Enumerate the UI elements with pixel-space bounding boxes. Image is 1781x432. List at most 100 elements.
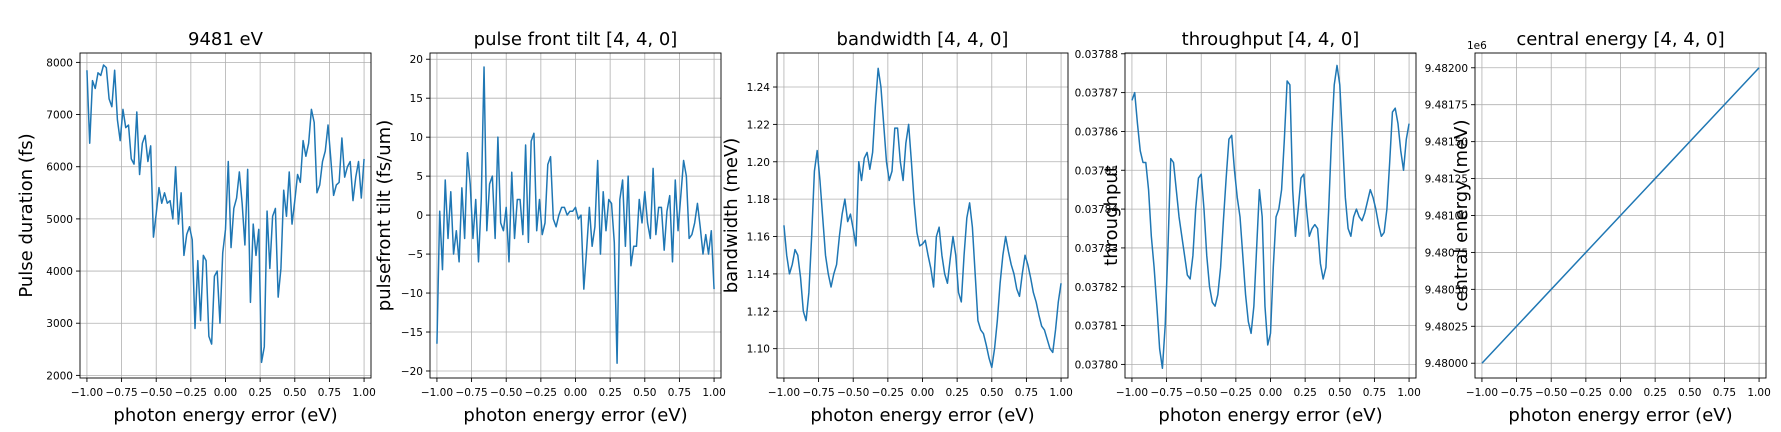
chart-3-series-line bbox=[783, 67, 1062, 369]
chart-3-y-tick-label: 1.22 bbox=[747, 119, 770, 131]
chart-2-x-tick-label: −0.75 bbox=[455, 387, 487, 399]
chart-5-x-tick-label: 0.75 bbox=[1713, 387, 1736, 399]
chart-2-x-tick-label: 1.00 bbox=[702, 387, 725, 399]
chart-5-x-tick-label: −0.50 bbox=[1535, 387, 1567, 399]
chart-5-x-tick-label: −0.25 bbox=[1570, 387, 1602, 399]
chart-4-series-line bbox=[1131, 64, 1410, 370]
chart-5-title: central energy [4, 4, 0] bbox=[1516, 29, 1724, 50]
chart-5-x-tick-label: 0.50 bbox=[1678, 387, 1701, 399]
chart-5-x-tick-label: −1.00 bbox=[1466, 387, 1498, 399]
chart-4-title: throughput [4, 4, 0] bbox=[1182, 29, 1360, 50]
chart-3-x-tick-label: −0.75 bbox=[802, 387, 834, 399]
chart-5-y-tick-label: 9.48175 bbox=[1425, 100, 1468, 112]
chart-2-x-tick-label: 0.25 bbox=[598, 387, 621, 399]
chart-4-y-tick-label: 0.03787 bbox=[1075, 88, 1118, 100]
chart-5-y-axis-label: central energy (meV) bbox=[1451, 120, 1472, 312]
chart-5-y-tick-label: 9.48025 bbox=[1425, 321, 1468, 333]
chart-4-x-tick-label: −0.25 bbox=[1220, 387, 1252, 399]
chart-5-y-tick-label: 9.48100 bbox=[1425, 211, 1468, 223]
chart-1-x-tick-label: −1.00 bbox=[71, 387, 103, 399]
chart-4-y-tick-label: 0.03785 bbox=[1075, 165, 1118, 177]
chart-3-title: bandwidth [4, 4, 0] bbox=[837, 29, 1009, 50]
chart-1-series-line bbox=[86, 64, 365, 364]
chart-1-y-tick-label: 2000 bbox=[46, 370, 73, 382]
chart-4-x-axis-label: photon energy error (eV) bbox=[1158, 405, 1382, 426]
chart-3-x-axis-label: photon energy error (eV) bbox=[810, 405, 1034, 426]
chart-3-x-tick-label: 0.00 bbox=[911, 387, 934, 399]
chart-4-y-tick-label: 0.03788 bbox=[1075, 49, 1118, 61]
chart-2-x-tick-label: 0.00 bbox=[564, 387, 587, 399]
chart-4-y-tick-label: 0.03786 bbox=[1075, 126, 1119, 138]
chart-4-x-tick-label: 0.00 bbox=[1259, 387, 1282, 399]
chart-4-y-tick-label: 0.03781 bbox=[1075, 321, 1118, 333]
chart-2-y-tick-label: −10 bbox=[401, 288, 423, 300]
chart-5-y-tick-label: 9.48200 bbox=[1425, 63, 1468, 75]
chart-3-x-tick-label: 0.50 bbox=[980, 387, 1003, 399]
chart-2-x-tick-label: 0.75 bbox=[668, 387, 691, 399]
chart-5-x-axis-label: photon energy error (eV) bbox=[1508, 405, 1732, 426]
chart-4-x-tick-label: 0.25 bbox=[1293, 387, 1316, 399]
chart-3-y-tick-label: 1.14 bbox=[747, 269, 771, 281]
chart-3-y-tick-label: 1.12 bbox=[747, 306, 770, 318]
chart-4-x-tick-label: 0.75 bbox=[1363, 387, 1386, 399]
chart-2-title: pulse front tilt [4, 4, 0] bbox=[474, 29, 678, 50]
chart-2-y-tick-label: 20 bbox=[410, 54, 423, 66]
chart-2-y-tick-label: −5 bbox=[408, 249, 423, 261]
chart-4-y-tick-label: 0.03782 bbox=[1075, 282, 1118, 294]
chart-5-y-tick-label: 9.48125 bbox=[1425, 174, 1468, 186]
chart-1-x-tick-label: 1.00 bbox=[352, 387, 375, 399]
chart-4-y-axis-label: throughput bbox=[1101, 165, 1122, 266]
chart-5-x-tick-label: 0.25 bbox=[1643, 387, 1666, 399]
chart-3-y-tick-label: 1.10 bbox=[747, 344, 770, 356]
chart-5-x-tick-label: 0.00 bbox=[1609, 387, 1632, 399]
chart-1-y-tick-label: 7000 bbox=[46, 110, 73, 122]
chart-3-x-tick-label: −0.50 bbox=[837, 387, 869, 399]
chart-3-y-tick-label: 1.18 bbox=[747, 194, 770, 206]
chart-5-y-tick-label: 9.48000 bbox=[1425, 358, 1468, 370]
chart-5-y-tick-label: 9.48150 bbox=[1425, 137, 1468, 149]
chart-5-series-line bbox=[1481, 67, 1760, 364]
chart-2-x-tick-label: −1.00 bbox=[421, 387, 453, 399]
chart-5-y-offset-label: 1e6 bbox=[1467, 40, 1487, 52]
chart-2-x-tick-label: −0.50 bbox=[490, 387, 522, 399]
chart-2-x-tick-label: 0.50 bbox=[633, 387, 656, 399]
chart-3-y-axis-label: bandwidth (meV) bbox=[721, 138, 742, 294]
chart-2-y-axis-label: pulsefront tilt (fs/um) bbox=[374, 120, 395, 311]
chart-2-y-tick-label: 0 bbox=[416, 210, 423, 222]
chart-2-y-tick-label: 15 bbox=[410, 93, 423, 105]
chart-1-x-tick-label: 0.75 bbox=[318, 387, 341, 399]
chart-2-x-axis-label: photon energy error (eV) bbox=[463, 405, 687, 426]
chart-5-y-tick-label: 9.48075 bbox=[1425, 247, 1468, 259]
chart-1-y-tick-label: 3000 bbox=[46, 318, 73, 330]
chart-3-y-tick-label: 1.16 bbox=[747, 232, 771, 244]
chart-4-x-tick-label: 1.00 bbox=[1397, 387, 1420, 399]
chart-3-x-tick-label: 1.00 bbox=[1049, 387, 1072, 399]
chart-5-x-tick-label: 1.00 bbox=[1747, 387, 1770, 399]
chart-4-x-tick-label: 0.50 bbox=[1328, 387, 1351, 399]
chart-4-x-tick-label: −1.00 bbox=[1116, 387, 1148, 399]
chart-2-y-tick-label: 10 bbox=[410, 132, 423, 144]
chart-2-y-tick-label: −20 bbox=[401, 366, 423, 378]
chart-4-x-tick-label: −0.75 bbox=[1150, 387, 1182, 399]
chart-4-y-tick-label: 0.03783 bbox=[1075, 243, 1118, 255]
chart-3-y-tick-label: 1.20 bbox=[747, 157, 770, 169]
chart-4-x-tick-label: −0.50 bbox=[1185, 387, 1217, 399]
chart-1-y-tick-label: 8000 bbox=[46, 57, 73, 69]
chart-1-y-tick-label: 6000 bbox=[46, 162, 73, 174]
chart-2-x-tick-label: −0.25 bbox=[525, 387, 557, 399]
chart-1-x-tick-label: −0.50 bbox=[140, 387, 172, 399]
chart-1-y-tick-label: 5000 bbox=[46, 214, 73, 226]
chart-1-x-axis-label: photon energy error (eV) bbox=[113, 405, 337, 426]
chart-5-y-tick-label: 9.48050 bbox=[1425, 284, 1468, 296]
chart-3-x-tick-label: −0.25 bbox=[872, 387, 904, 399]
chart-1-x-tick-label: −0.75 bbox=[105, 387, 137, 399]
chart-1-x-tick-label: −0.25 bbox=[175, 387, 207, 399]
chart-3-x-tick-label: 0.75 bbox=[1015, 387, 1038, 399]
chart-1-x-tick-label: 0.50 bbox=[283, 387, 306, 399]
chart-4-y-tick-label: 0.03780 bbox=[1075, 359, 1118, 371]
chart-2-y-tick-label: −15 bbox=[401, 327, 423, 339]
chart-1-x-tick-label: 0.00 bbox=[214, 387, 237, 399]
chart-5-x-tick-label: −0.75 bbox=[1500, 387, 1532, 399]
chart-1-title: 9481 eV bbox=[188, 29, 264, 50]
